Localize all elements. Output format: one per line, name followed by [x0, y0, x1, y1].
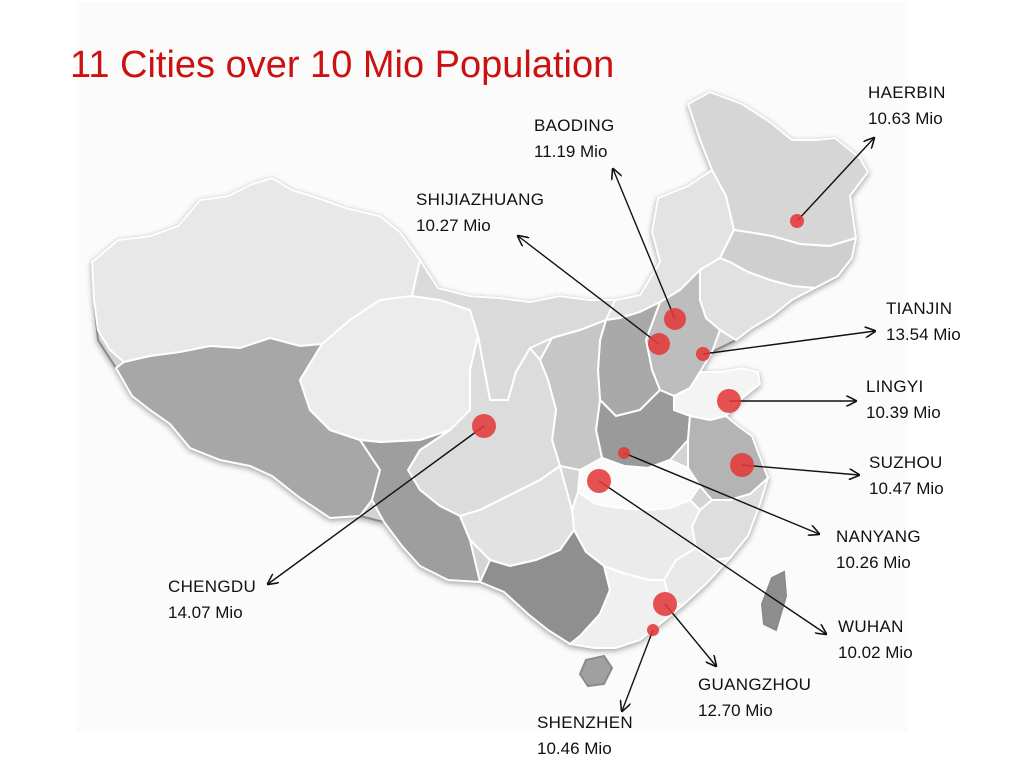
marker-nanyang — [618, 447, 630, 459]
label-shenzhen: SHENZHEN 10.46 Mio — [537, 710, 633, 762]
province-yunnan — [357, 429, 482, 584]
marker-suzhou — [730, 453, 754, 477]
arrows — [268, 138, 875, 711]
label-lingyi: LINGYI 10.39 Mio — [866, 374, 941, 426]
city-name: SHENZHEN — [537, 713, 633, 732]
city-population: 10.39 Mio — [866, 403, 941, 422]
label-chengdu: CHENGDU 14.07 Mio — [168, 574, 256, 626]
marker-shenzhen — [647, 624, 659, 636]
marker-chengdu — [472, 414, 496, 438]
city-population: 13.54 Mio — [886, 325, 961, 344]
city-population: 10.02 Mio — [838, 643, 913, 662]
city-population: 12.70 Mio — [698, 701, 773, 720]
label-tianjin: TIANJIN 13.54 Mio — [886, 296, 961, 348]
city-name: SHIJIAZHUANG — [416, 190, 545, 209]
marker-shijiazhuang — [648, 333, 670, 355]
city-name: GUANGZHOU — [698, 675, 812, 694]
arrow-guangzhou — [664, 603, 716, 666]
provinces — [90, 90, 870, 688]
arrow-shijiazhuang — [518, 236, 660, 345]
city-population: 10.46 Mio — [537, 739, 612, 758]
city-population: 11.19 Mio — [534, 142, 608, 161]
marker-guangzhou — [653, 592, 677, 616]
marker-lingyi — [717, 389, 741, 413]
label-wuhan: WUHAN 10.02 Mio — [838, 614, 913, 666]
city-markers — [472, 214, 804, 636]
label-guangzhou: GUANGZHOU 12.70 Mio — [698, 672, 811, 724]
city-population: 10.26 Mio — [836, 553, 911, 572]
arrow-suzhou — [741, 464, 859, 475]
label-shijiazhuang: SHIJIAZHUANG 10.27 Mio — [416, 187, 544, 239]
slide-title: 11 Cities over 10 Mio Population — [70, 44, 615, 86]
marker-tianjin — [696, 347, 710, 361]
arrow-haerbin — [796, 138, 874, 222]
arrow-tianjin — [702, 331, 875, 355]
city-name: TIANJIN — [886, 299, 953, 318]
label-haerbin: HAERBIN 10.63 Mio — [868, 80, 946, 132]
label-baoding: BAODING 11.19 Mio — [534, 113, 615, 165]
province-taiwan — [760, 570, 788, 632]
city-population: 10.27 Mio — [416, 216, 491, 235]
city-population: 14.07 Mio — [168, 603, 243, 622]
city-name: CHENGDU — [168, 577, 257, 596]
marker-wuhan — [587, 469, 611, 493]
city-name: NANYANG — [836, 527, 921, 546]
city-name: BAODING — [534, 116, 615, 135]
city-name: WUHAN — [838, 617, 904, 636]
arrow-chengdu — [268, 425, 485, 584]
city-population: 10.47 Mio — [869, 479, 944, 498]
arrow-nanyang — [623, 452, 819, 534]
marker-baoding — [664, 308, 686, 330]
label-nanyang: NANYANG 10.26 Mio — [836, 524, 921, 576]
city-name: SUZHOU — [869, 453, 943, 472]
label-suzhou: SUZHOU 10.47 Mio — [869, 450, 944, 502]
city-name: LINGYI — [866, 377, 924, 396]
city-name: HAERBIN — [868, 83, 946, 102]
arrow-baoding — [613, 169, 676, 320]
marker-haerbin — [790, 214, 804, 228]
arrow-wuhan — [598, 480, 826, 634]
city-population: 10.63 Mio — [868, 109, 943, 128]
province-hainan — [578, 654, 614, 688]
arrow-shenzhen — [622, 629, 654, 711]
